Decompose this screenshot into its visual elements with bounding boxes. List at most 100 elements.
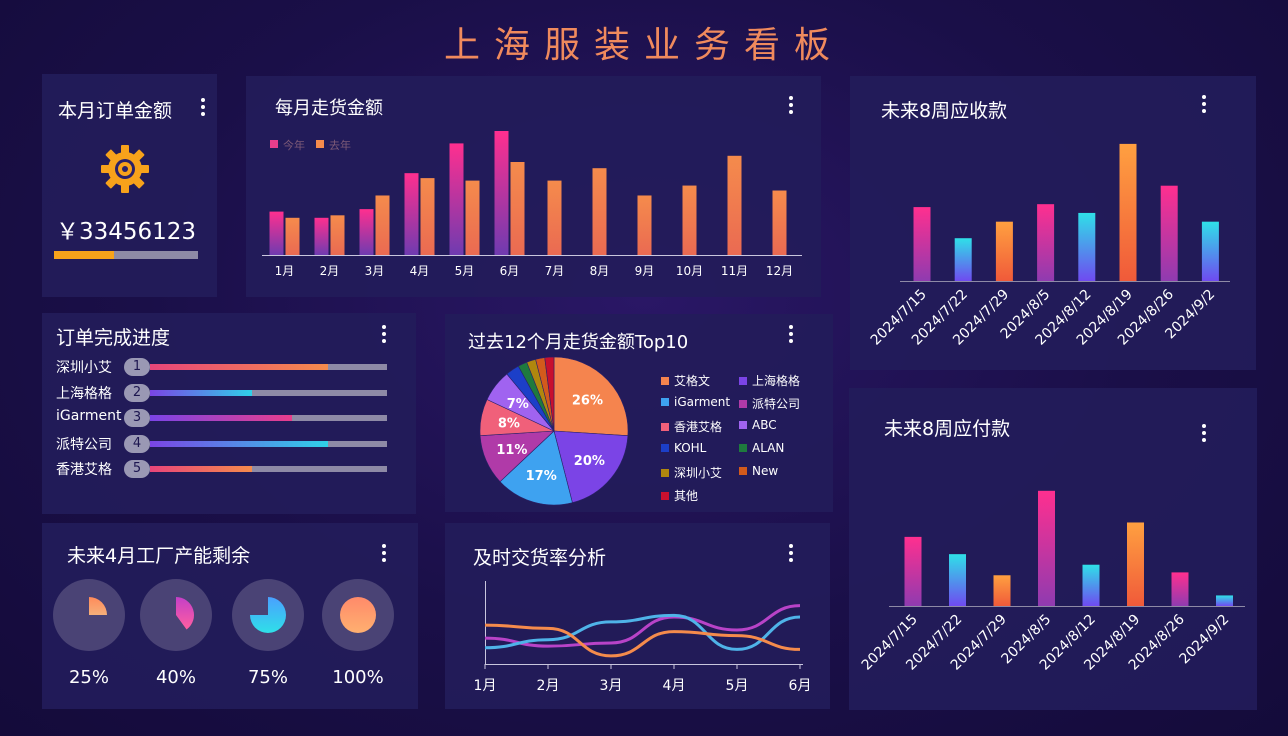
bar-last-year [592,168,607,255]
bar-last-year [772,190,787,255]
bar-last-year [637,195,652,255]
progress-rank: 3 [124,409,150,427]
bar-this-year [494,131,509,255]
receivable-panel: 未来8周应收款 2024/7/15 2024/7/22 2024/7/29 2024/… [850,76,1256,370]
bar-last-year [285,217,300,255]
progress-track [150,415,387,421]
x-tick-label: 6月 [789,678,812,694]
pie-legend-item: 上海格格 [739,372,800,389]
bar-this-year [449,143,464,255]
progress-name: iGarment [56,408,122,424]
bar [1201,221,1219,281]
legend-label: 其他 [674,489,699,503]
legend-swatch [270,140,278,148]
legend-label: 香港艾格 [674,420,723,434]
legend-swatch [739,400,747,408]
gear-icon [101,145,149,193]
legend-swatch [739,377,747,385]
order-progress-title: 订单完成进度 [56,327,171,349]
legend-label: ALAN [752,441,785,455]
pie-legend-item: 艾格文 [661,372,710,389]
line-series [484,604,801,648]
x-tick-label: 6月 [500,264,520,278]
pie-data-label: 11% [496,443,527,458]
capacity-panel: 未来4月工厂产能剩余 25% 40% 75% 100% [42,523,418,709]
progress-name: 香港艾格 [56,462,112,478]
monthly-shipment-panel: 每月走货金额 今年 去年 1月 2月 3月 4月 5月 6月 7月 8月 9月 10月 11月 12月 [246,76,821,297]
bar [1078,212,1096,281]
receivable-bar-chart: 2024/7/152024/7/222024/7/292024/8/52024/… [868,143,1230,349]
capacity-title: 未来4月工厂产能剩余 [67,545,251,567]
more-icon[interactable] [788,544,794,565]
x-tick-label: 1月 [275,264,295,278]
bar [993,575,1011,606]
more-icon[interactable] [381,544,387,565]
more-icon[interactable] [1201,424,1207,445]
pie-legend-item: New [739,464,778,478]
more-icon[interactable] [381,325,387,346]
progress-track [150,389,387,396]
x-tick-label: 11月 [721,264,748,278]
x-tick-label: 9月 [635,264,655,278]
bar [1216,595,1233,606]
more-icon[interactable] [1201,95,1207,116]
legend-swatch [661,492,669,500]
bar-last-year [375,195,390,255]
legend-label: iGarment [674,395,731,409]
gauge-percent: 25% [68,667,109,688]
legend-swatch [661,423,669,431]
pie-legend-item: 其他 [661,487,698,504]
payable-bar-chart: 2024/7/152024/7/222024/7/292024/8/52024/… [859,490,1245,674]
order-progress-panel: 订单完成进度 深圳小艾 1 上海格格 2 iGarment 3 派特公司 4 香港艾格 5 [42,313,416,514]
more-icon[interactable] [788,325,794,346]
monthly-shipment-chart: 今年 去年 1月 2月 3月 4月 5月 6月 7月 8月 9月 10月 11月 12月 [262,131,802,278]
bar-last-year [547,180,562,255]
x-tick-label: 8月 [590,264,610,278]
x-tick-label: 3月 [365,264,385,278]
bar [954,238,972,281]
gauge-percent: 100% [332,667,384,688]
progress-fill [150,440,328,447]
more-icon[interactable] [788,96,794,117]
legend-swatch [316,140,324,148]
pie-legend-item: 深圳小艾 [661,464,722,481]
x-tick-label: 2月 [320,264,340,278]
progress-fill [150,466,252,472]
pie-data-label: 7% [507,397,529,412]
pie-data-label: 26% [572,394,603,409]
order-amount-title: 本月订单金额 [58,100,173,122]
progress-fill [150,415,293,421]
bar [1160,185,1178,281]
progress-rank: 1 [124,358,150,376]
legend-swatch [739,467,747,475]
bar-last-year [465,180,480,255]
legend-swatch [661,469,669,477]
pie-legend-item: 派特公司 [739,395,800,412]
legend-swatch [739,444,747,452]
x-tick-label: 4月 [410,264,430,278]
pie-data-label: 8% [498,416,520,431]
pie-slice [553,430,629,504]
bar-last-year [330,215,345,255]
line-series [484,613,801,651]
gauge-percent: 75% [247,667,288,688]
gauge-fill [250,597,286,633]
monthly-shipment-title: 每月走货金额 [275,98,383,119]
x-tick-label: 2月 [537,678,560,694]
legend-label: KOHL [674,441,707,455]
more-icon[interactable] [200,98,206,119]
bar-this-year [269,211,284,255]
bar [1127,522,1144,606]
ontime-title: 及时交货率分析 [473,547,607,569]
progress-name: 上海格格 [56,385,112,402]
bar-last-year [727,155,742,255]
progress-name: 深圳小艾 [56,360,112,376]
x-tick-label: 12月 [766,264,793,278]
top10-pie-chart: 26% 20% 17% 11% 8% 7% [479,356,629,506]
pie-legend-item: iGarment [661,395,730,409]
progress-fill [150,389,252,396]
legend-label: 今年 [283,138,305,152]
bar [1119,143,1137,281]
pie-legend-item: ALAN [739,441,784,455]
pie-legend-item: 香港艾格 [661,418,722,435]
